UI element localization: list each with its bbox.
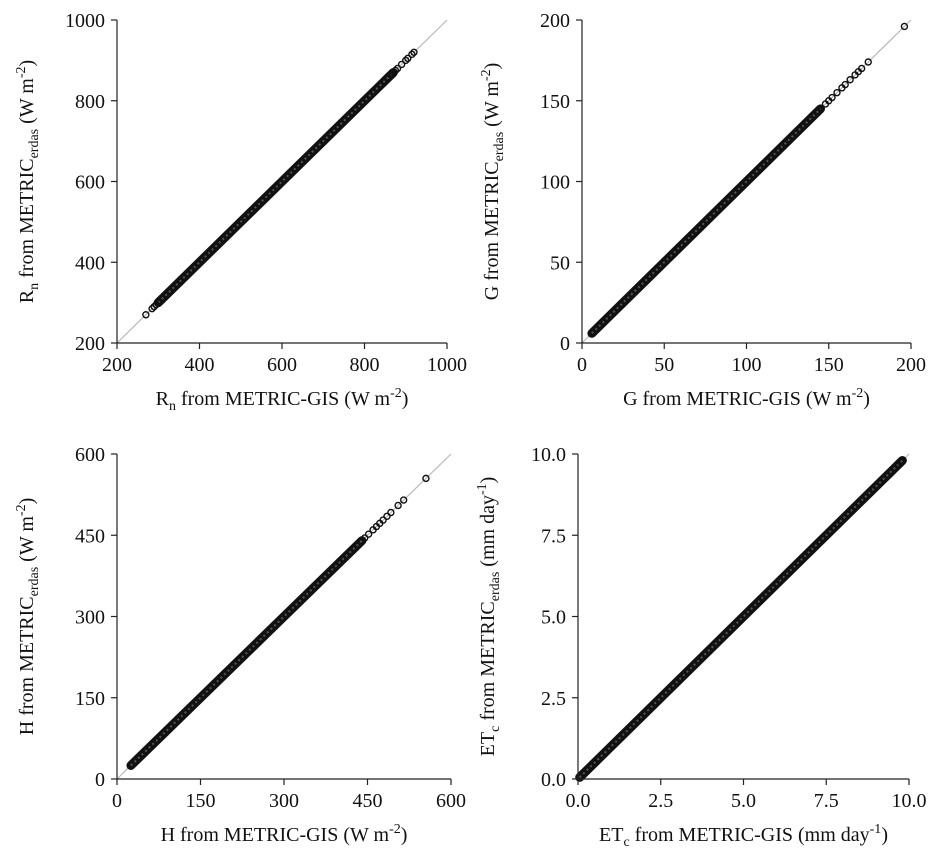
data-point bbox=[379, 516, 387, 524]
y-tick-label: 50 bbox=[550, 252, 570, 274]
y-tick-label: 10.0 bbox=[531, 444, 566, 466]
y-tick-label: 200 bbox=[540, 10, 570, 32]
data-point bbox=[846, 76, 854, 84]
y-axis-title: G from METRICerdas (W m-2) bbox=[479, 63, 507, 301]
y-tick-label: 150 bbox=[540, 91, 570, 113]
data-point bbox=[402, 56, 410, 65]
x-tick-label: 100 bbox=[732, 354, 762, 376]
x-tick-label: 2.5 bbox=[648, 790, 673, 812]
x-tick-label: 7.5 bbox=[814, 790, 839, 812]
data-point bbox=[389, 68, 398, 77]
data-point bbox=[898, 456, 907, 465]
y-axis-title: H from METRICerdas (W m-2) bbox=[14, 498, 42, 736]
x-tick-label: 0.0 bbox=[566, 790, 591, 812]
x-tick-label: 200 bbox=[102, 354, 132, 376]
x-axis-title: ETc from METRIC-GIS (mm day-1) bbox=[599, 822, 888, 850]
data-point bbox=[393, 64, 402, 73]
y-tick-label: 0 bbox=[95, 769, 105, 791]
x-tick-label: 600 bbox=[436, 790, 466, 812]
x-tick-label: 450 bbox=[353, 790, 383, 812]
y-axis-title: ETc from METRICerdas (mm day-1) bbox=[475, 477, 503, 757]
x-axis-title: H from METRIC-GIS (W m-2) bbox=[161, 822, 408, 846]
data-point bbox=[404, 54, 412, 63]
dense-point-cloud bbox=[153, 67, 398, 308]
data-point bbox=[410, 48, 418, 56]
y-tick-label: 5.0 bbox=[541, 607, 566, 629]
y-tick-label: 150 bbox=[75, 688, 105, 710]
data-point bbox=[422, 474, 430, 483]
data-point bbox=[387, 508, 395, 517]
x-axis-title: G from METRIC-GIS (W m-2) bbox=[623, 386, 870, 410]
x-tick-label: 300 bbox=[269, 790, 299, 812]
x-tick-label: 150 bbox=[186, 790, 216, 812]
data-point bbox=[408, 50, 416, 59]
data-point bbox=[150, 302, 158, 311]
x-tick-label: 150 bbox=[814, 354, 844, 376]
plot-panel-2: 0 50 100 150 200 0 50 100 150 200 G from METRIC-GI… bbox=[479, 10, 926, 410]
plot-panel-1: 200 400 600 800 1000 200 400 600 800 1000 Rn from … bbox=[14, 10, 467, 414]
y-tick-label: 800 bbox=[75, 91, 105, 113]
data-point bbox=[399, 496, 408, 504]
data-point bbox=[364, 530, 373, 538]
dense-point-cloud-texture bbox=[130, 539, 363, 767]
x-tick-label: 50 bbox=[654, 354, 674, 376]
y-tick-label: 200 bbox=[75, 333, 105, 355]
dense-point-cloud-texture bbox=[591, 108, 822, 335]
x-tick-label: 10.0 bbox=[892, 790, 927, 812]
data-point bbox=[394, 501, 402, 510]
y-tick-label: 7.5 bbox=[541, 525, 566, 547]
x-tick-label: 0 bbox=[112, 790, 122, 812]
x-tick-label: 800 bbox=[350, 354, 380, 376]
data-point bbox=[397, 60, 406, 69]
x-axis-title: Rn from METRIC-GIS (W m-2) bbox=[156, 386, 409, 414]
data-point bbox=[154, 298, 162, 307]
dense-point-cloud-texture bbox=[578, 459, 904, 779]
x-tick-label: 0 bbox=[577, 354, 587, 376]
x-tick-label: 200 bbox=[896, 354, 926, 376]
data-point bbox=[361, 534, 369, 542]
y-tick-label: 2.5 bbox=[541, 688, 566, 710]
y-tick-label: 600 bbox=[75, 444, 105, 466]
y-tick-label: 400 bbox=[75, 252, 105, 274]
x-tick-label: 400 bbox=[185, 354, 215, 376]
data-point bbox=[391, 66, 400, 75]
y-tick-label: 300 bbox=[75, 607, 105, 629]
data-point bbox=[857, 64, 866, 73]
data-point bbox=[841, 80, 849, 89]
data-point bbox=[152, 300, 160, 309]
y-tick-label: 600 bbox=[75, 172, 105, 194]
data-point bbox=[383, 512, 391, 520]
x-tick-label: 600 bbox=[267, 354, 297, 376]
x-tick-label: 5.0 bbox=[731, 790, 756, 812]
data-point bbox=[900, 22, 909, 31]
y-tick-label: 100 bbox=[540, 172, 570, 194]
data-point bbox=[142, 311, 150, 319]
data-point bbox=[148, 304, 156, 313]
data-point bbox=[833, 88, 841, 97]
x-tick-label: 1000 bbox=[427, 354, 467, 376]
data-point bbox=[828, 93, 836, 102]
y-tick-label: 0.0 bbox=[541, 769, 566, 791]
y-tick-label: 450 bbox=[75, 525, 105, 547]
data-point bbox=[897, 458, 905, 466]
y-tick-label: 0 bbox=[560, 333, 570, 355]
y-axis-title: Rn from METRICerdas (W m-2) bbox=[14, 60, 42, 303]
y-tick-label: 1000 bbox=[65, 10, 105, 32]
data-point bbox=[864, 58, 872, 66]
plot-panel-3: 0 150 300 450 600 0 150 300 450 600 H from METRIC-… bbox=[14, 444, 466, 846]
